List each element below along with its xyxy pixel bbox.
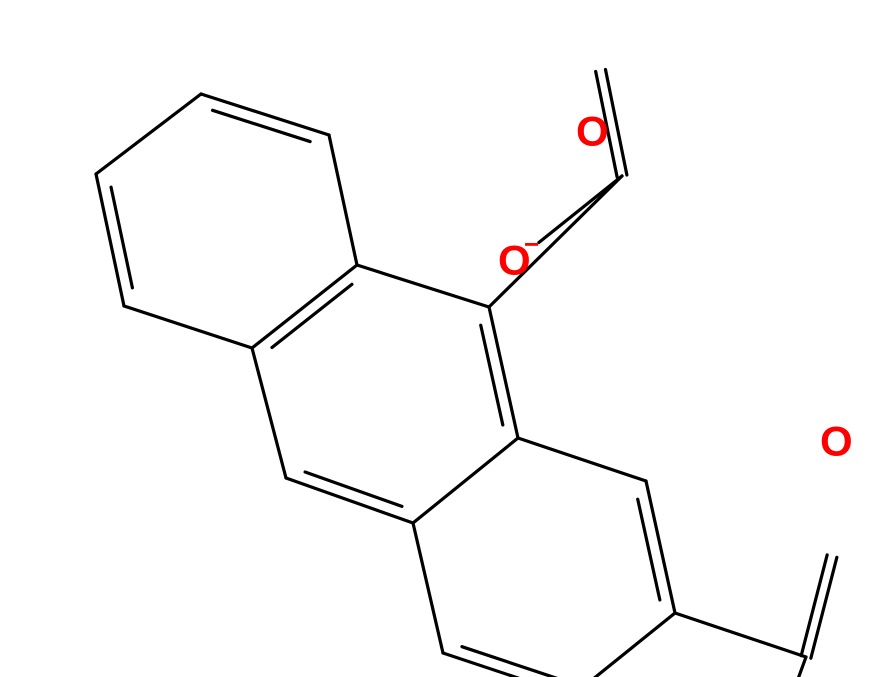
charge-label: − — [524, 229, 539, 259]
charge-label: − — [781, 664, 796, 677]
o-atom-label: O — [576, 108, 609, 155]
o-atom-label: O — [820, 418, 853, 465]
